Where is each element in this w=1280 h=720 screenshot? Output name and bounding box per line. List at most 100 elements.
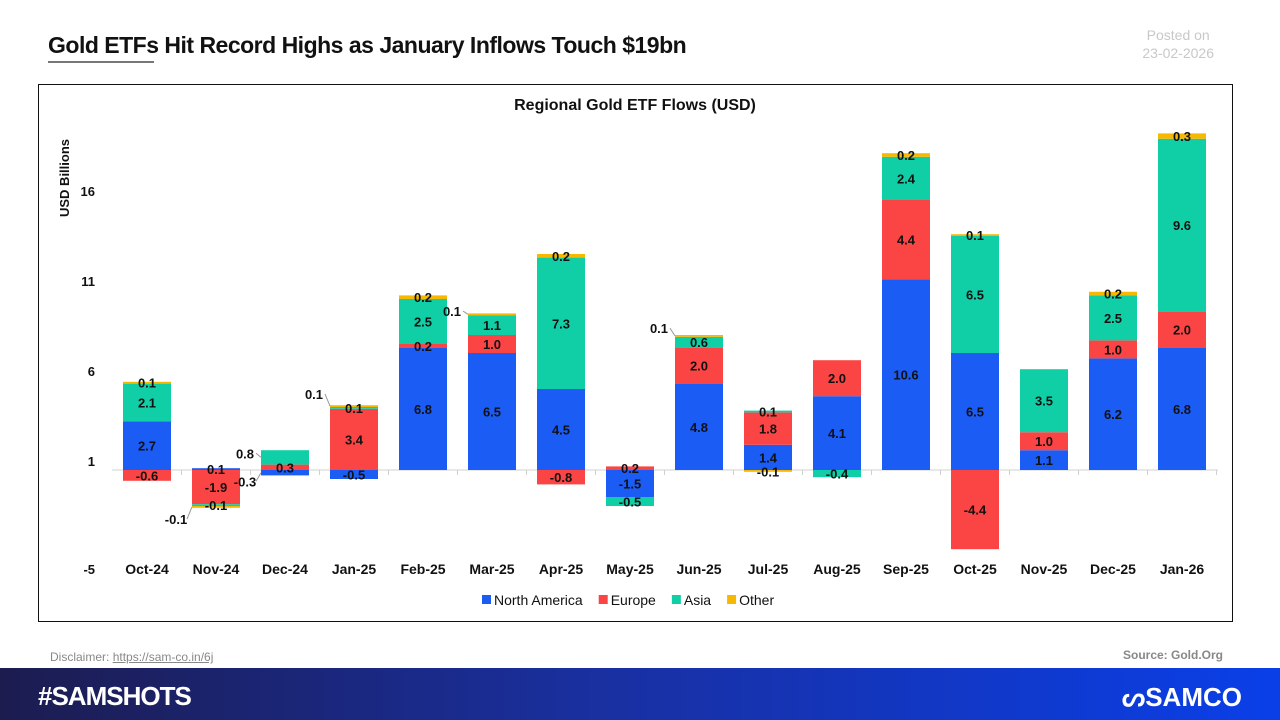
data-label: 6.5	[966, 405, 984, 420]
legend-label: Other	[739, 592, 774, 608]
data-label: 4.1	[828, 426, 846, 441]
y-tick-label: 16	[81, 184, 95, 199]
bar-other	[882, 153, 930, 157]
bar-north-america	[1089, 358, 1137, 470]
disclaimer: Disclaimer: https://sam-co.in/6j	[50, 650, 213, 664]
title-underline	[48, 61, 154, 63]
x-tick-label: Dec-25	[1090, 561, 1136, 577]
label-leader-line	[255, 472, 262, 482]
posted-label: Posted on	[1146, 27, 1210, 43]
bar-europe	[261, 464, 309, 470]
data-label: 1.0	[483, 337, 501, 352]
bar-north-america	[1020, 450, 1068, 470]
x-tick-label: Nov-25	[1021, 561, 1068, 577]
data-label: 2.0	[828, 371, 846, 386]
bar-asia	[537, 257, 585, 389]
hashtag: #SAMSHOTS	[38, 681, 192, 711]
x-tick-label: Aug-25	[813, 561, 861, 577]
legend-label: North America	[494, 592, 583, 608]
bar-other	[951, 234, 999, 236]
bar-asia	[399, 299, 447, 344]
data-label: 4.4	[897, 233, 916, 248]
bar-asia	[192, 504, 240, 506]
bar-asia	[606, 497, 654, 506]
data-label: 0.3	[1173, 129, 1191, 144]
bar-asia	[813, 470, 861, 478]
x-tick-label: Jun-25	[676, 561, 721, 577]
samco-logo: ᔕSAMCO	[1122, 682, 1242, 713]
data-label: 6.5	[483, 405, 501, 420]
data-label: -0.5	[619, 495, 641, 510]
bar-north-america	[1158, 347, 1206, 470]
data-label: -0.5	[343, 468, 365, 483]
data-label: -0.8	[550, 470, 572, 485]
data-label: 2.0	[690, 359, 708, 374]
data-label: 1.0	[1104, 342, 1122, 357]
label-leader-line	[255, 452, 262, 458]
data-label: -0.1	[165, 512, 187, 527]
bar-europe	[192, 470, 240, 505]
x-tick-label: Oct-24	[125, 561, 169, 577]
bar-other	[675, 335, 723, 337]
bar-asia	[1158, 138, 1206, 312]
data-label: 1.0	[1035, 434, 1053, 449]
bar-other	[468, 313, 516, 316]
bar-asia	[951, 236, 999, 353]
data-label: 4.5	[552, 423, 570, 438]
data-label: 0.1	[443, 304, 461, 319]
x-tick-label: May-25	[606, 561, 654, 577]
bar-other	[1158, 133, 1206, 139]
bar-north-america	[675, 383, 723, 470]
data-label: 0.1	[966, 228, 984, 243]
data-label: 10.6	[893, 368, 918, 383]
x-tick-label: Jul-25	[748, 561, 789, 577]
data-label: 6.2	[1104, 407, 1122, 422]
chart-title: Regional Gold ETF Flows (USD)	[514, 97, 756, 114]
data-label: 2.4	[897, 171, 916, 186]
legend-swatch	[598, 595, 608, 604]
bar-north-america	[192, 468, 240, 470]
x-tick-label: Sep-25	[883, 561, 929, 577]
data-label: 6.8	[414, 402, 432, 417]
x-tick-label: Apr-25	[539, 561, 584, 577]
data-label: -4.4	[964, 503, 987, 518]
x-tick-label: Nov-24	[193, 561, 240, 577]
data-label: -0.1	[205, 498, 227, 513]
data-label: 9.6	[1173, 218, 1191, 233]
page-title: Gold ETFs Hit Record Highs as January In…	[48, 32, 687, 58]
data-label: -0.4	[826, 467, 849, 482]
data-label: 6.5	[966, 288, 984, 303]
bar-asia	[882, 156, 930, 200]
data-label: 0.1	[650, 321, 668, 336]
legend-swatch	[671, 595, 681, 604]
bar-asia	[1089, 295, 1137, 341]
bar-europe	[1020, 432, 1068, 451]
bar-europe	[537, 470, 585, 485]
bar-europe	[675, 347, 723, 384]
data-label: 1.1	[483, 318, 501, 333]
data-label: 0.6	[690, 335, 708, 350]
chart-frame	[38, 84, 1233, 622]
data-label: 2.5	[1104, 311, 1122, 326]
bar-other	[123, 381, 171, 384]
label-leader-line	[462, 310, 469, 315]
y-tick-label: 6	[88, 364, 95, 379]
bar-other	[399, 295, 447, 299]
bar-north-america	[123, 421, 171, 470]
label-leader-line	[186, 506, 193, 520]
bar-other	[1089, 291, 1137, 296]
data-label: 0.1	[305, 387, 323, 402]
bar-asia	[330, 407, 378, 409]
bar-north-america	[951, 353, 999, 470]
bar-asia	[261, 450, 309, 465]
posted-date: Posted on 23-02-2026	[1142, 26, 1214, 62]
footer-band	[0, 668, 1280, 720]
data-label: 0.2	[414, 290, 432, 305]
data-label: 0.2	[621, 461, 639, 476]
x-tick-label: Mar-25	[469, 561, 514, 577]
bar-north-america	[744, 444, 792, 470]
legend-swatch	[482, 595, 491, 604]
disclaimer-link[interactable]: https://sam-co.in/6j	[112, 650, 214, 664]
bar-other	[330, 405, 378, 407]
bar-europe	[744, 412, 792, 445]
